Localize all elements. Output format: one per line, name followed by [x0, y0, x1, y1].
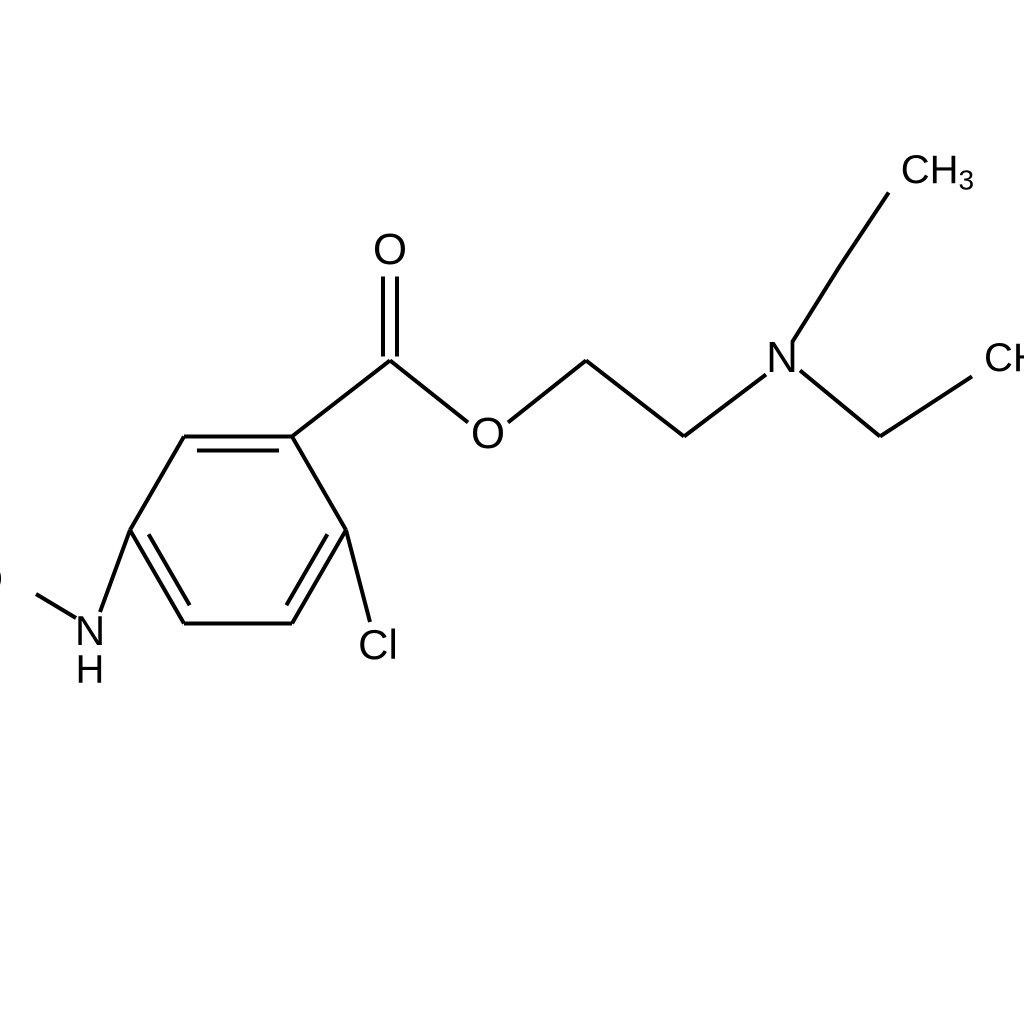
svg-text:O: O: [471, 409, 505, 458]
svg-text:O: O: [373, 225, 407, 274]
svg-text:H: H: [76, 648, 105, 692]
svg-text:HO: HO: [0, 555, 3, 602]
svg-text:Cl: Cl: [358, 621, 398, 668]
molecule-structure: OONCH3CH3ClNHHO: [0, 0, 1024, 1024]
svg-text:CH3: CH3: [984, 336, 1024, 384]
svg-text:CH3: CH3: [901, 148, 974, 196]
